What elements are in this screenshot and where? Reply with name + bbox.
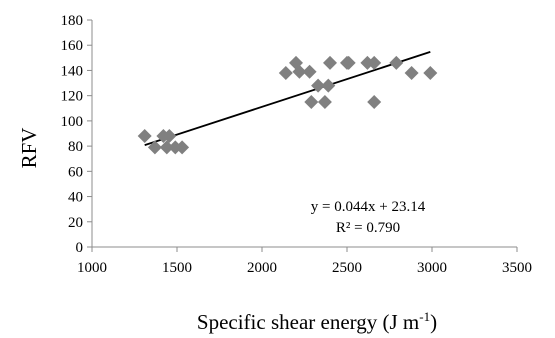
x-tick-label: 3000 xyxy=(417,260,447,276)
x-tick-label: 3500 xyxy=(502,260,532,276)
y-tick-label: 140 xyxy=(61,63,84,79)
data-point xyxy=(341,55,356,70)
data-point xyxy=(323,55,337,70)
data-point xyxy=(162,129,177,144)
x-tick-label: 1500 xyxy=(162,260,192,276)
x-axis-title-close: ) xyxy=(430,310,437,334)
x-axis-title-superscript: -1 xyxy=(419,309,430,324)
y-tick-label: 160 xyxy=(61,38,84,54)
x-tick-label: 1000 xyxy=(77,260,107,276)
x-axis-title: Specific shear energy (J m-1) xyxy=(197,309,437,334)
trendline xyxy=(144,51,431,146)
data-point xyxy=(311,78,326,93)
y-axis-title: RFV xyxy=(17,128,41,169)
y-tick-label: 0 xyxy=(76,240,84,256)
y-tick-label: 100 xyxy=(61,114,84,130)
data-point xyxy=(367,55,382,70)
data-point xyxy=(159,140,174,155)
data-points xyxy=(137,55,438,155)
data-point xyxy=(137,129,152,144)
x-axis-title-main: Specific shear energy (J m xyxy=(197,310,419,334)
data-point xyxy=(367,94,382,109)
axes xyxy=(91,20,517,248)
data-point xyxy=(147,140,162,155)
data-point xyxy=(317,94,332,109)
axis-ticks: 0 20 40 60 80 100 120 140 160 180 1000 1500 2000 2500… xyxy=(61,13,533,276)
y-tick-label: 60 xyxy=(68,164,83,180)
y-tick-label: 40 xyxy=(68,190,83,206)
data-point xyxy=(304,94,319,109)
regression-equation-label: y = 0.044x + 23.14 xyxy=(311,199,426,215)
y-tick-label: 80 xyxy=(68,139,83,155)
data-point xyxy=(292,64,307,79)
x-tick-label: 2000 xyxy=(247,260,277,276)
data-point xyxy=(302,64,317,79)
x-tick-label: 2500 xyxy=(332,260,362,276)
data-point xyxy=(423,65,438,80)
data-point xyxy=(389,55,404,70)
data-point xyxy=(321,78,336,93)
data-point xyxy=(278,65,293,80)
trendline-group xyxy=(144,51,431,146)
data-point xyxy=(404,65,419,80)
data-point xyxy=(175,140,190,155)
r-squared-label: R² = 0.790 xyxy=(336,220,400,236)
y-tick-label: 20 xyxy=(68,215,83,231)
y-tick-label: 120 xyxy=(61,89,84,105)
y-tick-label: 180 xyxy=(61,13,84,29)
